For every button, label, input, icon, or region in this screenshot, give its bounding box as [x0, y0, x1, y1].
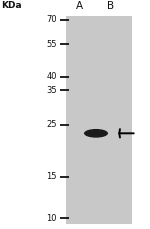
Ellipse shape: [84, 129, 108, 138]
Text: A: A: [76, 1, 83, 11]
Text: 10: 10: [46, 214, 57, 223]
Text: 70: 70: [46, 15, 57, 24]
Text: B: B: [107, 1, 115, 11]
Text: 55: 55: [46, 40, 57, 49]
Text: 35: 35: [46, 86, 57, 95]
Text: 25: 25: [46, 120, 57, 129]
Text: 40: 40: [46, 72, 57, 81]
Text: 15: 15: [46, 172, 57, 181]
Bar: [66, 16, 132, 224]
Text: KDa: KDa: [2, 1, 22, 10]
